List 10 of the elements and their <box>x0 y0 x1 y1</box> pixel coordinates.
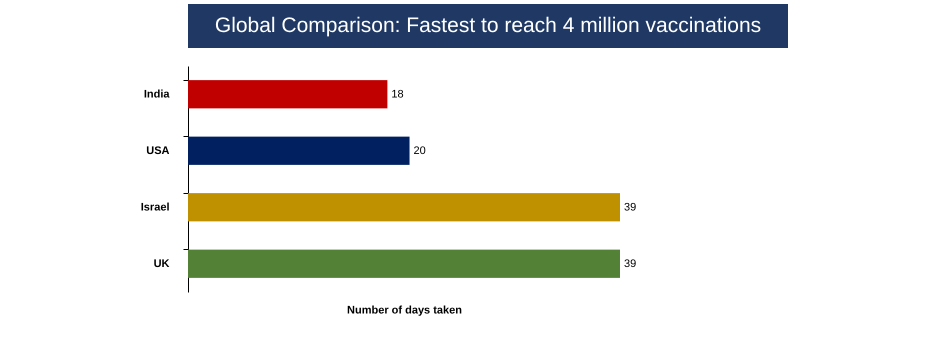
data-label: 39 <box>624 201 636 214</box>
y-tick-label: India <box>144 88 170 100</box>
x-axis-title: Number of days taken <box>347 304 462 316</box>
chart-title: Global Comparison: Fastest to reach 4 million vaccinations <box>214 14 762 37</box>
y-tick-label: USA <box>146 144 170 157</box>
data-label: 18 <box>391 88 404 100</box>
data-label: 39 <box>624 258 636 270</box>
data-label: 20 <box>414 144 426 157</box>
y-tick-label: UK <box>154 258 170 270</box>
y-tick-label: Israel <box>140 201 170 214</box>
